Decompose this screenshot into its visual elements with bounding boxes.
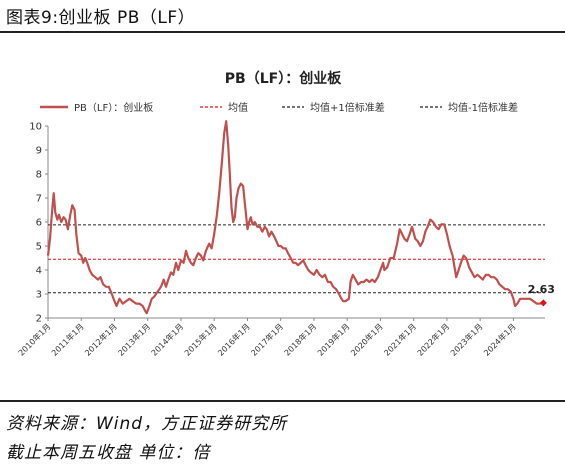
- figure-caption: 图表9:创业板 PB（LF）: [6, 8, 196, 28]
- y-tick-label: 6: [36, 218, 42, 229]
- y-tick-label: 10: [29, 122, 42, 133]
- unit-note: 截止本周五收盘 单位：倍: [6, 443, 211, 463]
- x-tick-label: 2023年1月: [448, 321, 484, 357]
- chart-title: PB（LF）：创业板: [225, 70, 342, 87]
- reference-lines: [48, 224, 545, 294]
- y-tick-label: 7: [36, 194, 42, 205]
- legend-label-4: 均值-1倍标准差: [448, 101, 518, 114]
- y-axis: 2 3 4 5 6 7 8 9 10: [29, 122, 49, 325]
- x-tick-label: 2015年1月: [182, 321, 218, 357]
- series-layer: 2.63: [46, 120, 555, 315]
- top-rule: [0, 31, 565, 33]
- x-tick-label: 2021年1月: [382, 321, 418, 357]
- x-tick-label: 2013年1月: [116, 321, 152, 357]
- y-tick-label: 4: [36, 266, 42, 277]
- y-tick-label: 9: [36, 146, 42, 157]
- legend-label-1: PB（LF）：创业板: [74, 101, 153, 114]
- x-tick-label: 2024年1月: [481, 321, 517, 357]
- x-tick-label: 2010年1月: [16, 321, 52, 357]
- x-tick-label: 2011年1月: [49, 321, 85, 357]
- x-tick-label: 2020年1月: [348, 321, 384, 357]
- y-tick-label: 5: [36, 242, 42, 253]
- x-tick-label: 2022年1月: [415, 321, 451, 357]
- source-note: 资料来源：Wind，方正证券研究所: [6, 414, 288, 434]
- x-tick-label: 2017年1月: [249, 321, 285, 357]
- series-line-pb: [46, 120, 544, 315]
- x-tick-label: 2018年1月: [282, 321, 318, 357]
- y-tick-label: 3: [36, 290, 42, 301]
- legend: PB（LF）：创业板 均值 均值+1倍标准差 均值-1倍标准差: [40, 101, 518, 114]
- legend-label-3: 均值+1倍标准差: [310, 101, 385, 114]
- end-point-marker: [539, 299, 547, 307]
- end-value-label: 2.63: [528, 283, 555, 296]
- x-tick-label: 2019年1月: [315, 321, 351, 357]
- x-tick-label: 2012年1月: [83, 321, 119, 357]
- y-tick-label: 2: [36, 314, 42, 325]
- x-tick-label: 2014年1月: [149, 321, 185, 357]
- x-tick-label: 2016年1月: [215, 321, 251, 357]
- pb-line-chart: PB（LF）：创业板 PB（LF）：创业板 均值 均值+1倍标准差 均值-1倍标准差 …: [16, 70, 555, 358]
- x-axis: 2010年1月2011年1月2012年1月2013年1月2014年1月2015年…: [16, 317, 545, 358]
- bottom-rule: [0, 400, 565, 402]
- legend-label-2: 均值: [228, 101, 248, 114]
- y-tick-label: 8: [36, 170, 42, 181]
